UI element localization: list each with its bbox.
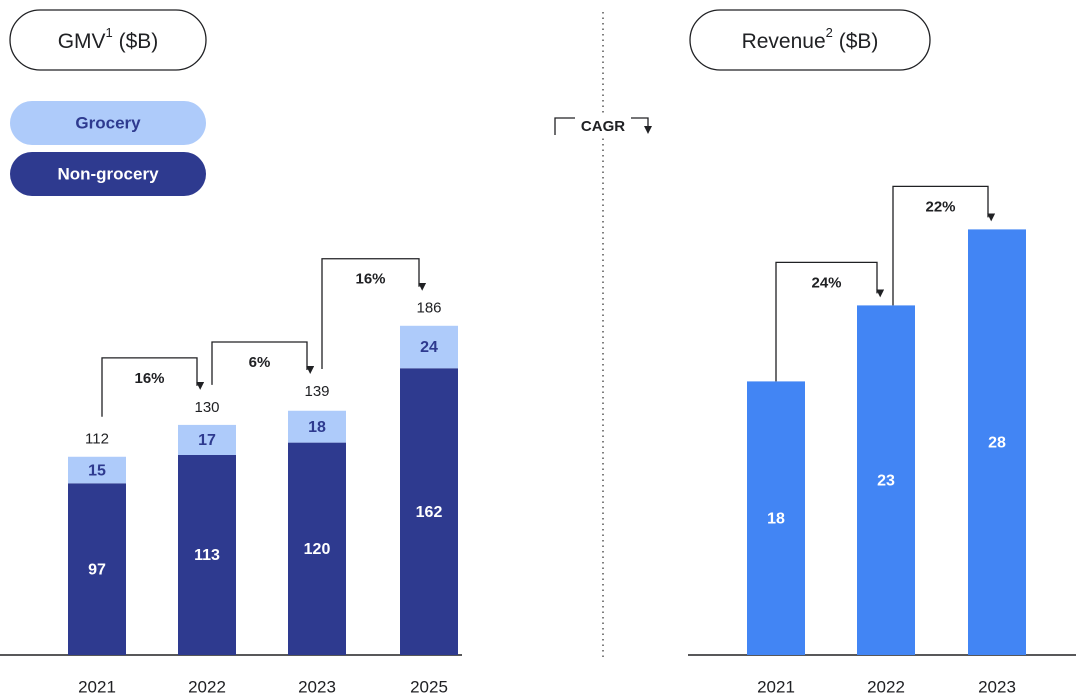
value-label: 113 [194,547,220,564]
x-tick-label: 2023 [298,677,336,696]
total-label: 186 [416,300,441,317]
cagr-arrow [211,341,315,385]
value-label: 24 [420,339,438,356]
bar-segment [288,410,346,443]
value-label: 18 [308,419,326,436]
legend-pill [10,152,206,196]
title-part: 2 [826,25,833,40]
cagr-arrow [775,261,885,382]
bar [747,381,805,655]
total-label: 112 [85,431,109,448]
cagr-arrow [892,185,996,306]
title-part: ($B) [119,30,159,53]
value-label: 162 [416,504,443,521]
title-pill [689,9,931,71]
title-part: ($B) [839,30,879,53]
title-pill [9,9,207,71]
cagr-label: 16% [134,370,164,387]
cagr-legend-arrow [644,126,652,134]
x-tick-label: 2021 [757,677,795,696]
title-part: GMV [58,30,106,53]
bar [968,229,1026,655]
cagr-label: 24% [811,274,841,291]
bar-segment [68,483,126,655]
x-tick-label: 2025 [410,677,448,696]
cagr-legend-bg [575,116,631,138]
value-label: 28 [988,434,1006,451]
bar-segment [288,442,346,655]
title-part: Revenue [742,30,826,53]
legend-label: Non-grocery [57,164,159,183]
value-label: 17 [198,432,216,449]
cagr-arrow [101,357,205,417]
bar-segment [68,456,126,484]
legend-pill [10,101,206,145]
cagr-legend: CAGR [581,118,625,135]
bar-segment [400,325,458,369]
bar [857,305,915,655]
legend-label: Grocery [75,113,141,132]
chart-title: Revenue2 ($B) [742,22,879,53]
x-tick-label: 2022 [867,677,905,696]
value-label: 97 [88,561,106,578]
cagr-label: 16% [355,271,385,288]
bar-segment [178,454,236,655]
title-part: 1 [106,25,113,40]
bar-segment [400,368,458,655]
total-label: 130 [194,399,219,416]
x-tick-label: 2021 [78,677,116,696]
x-tick-label: 2023 [978,677,1016,696]
cagr-arrow [321,258,427,369]
value-label: 15 [88,462,106,479]
bar-segment [178,424,236,455]
chart-title: GMV1 ($B) [58,22,159,53]
cagr-label: 22% [925,198,955,215]
value-label: 18 [767,510,785,527]
cagr-label: 6% [249,354,271,371]
total-label: 139 [304,383,329,400]
x-tick-label: 2022 [188,677,226,696]
value-label: 120 [304,541,331,558]
value-label: 23 [877,472,895,489]
